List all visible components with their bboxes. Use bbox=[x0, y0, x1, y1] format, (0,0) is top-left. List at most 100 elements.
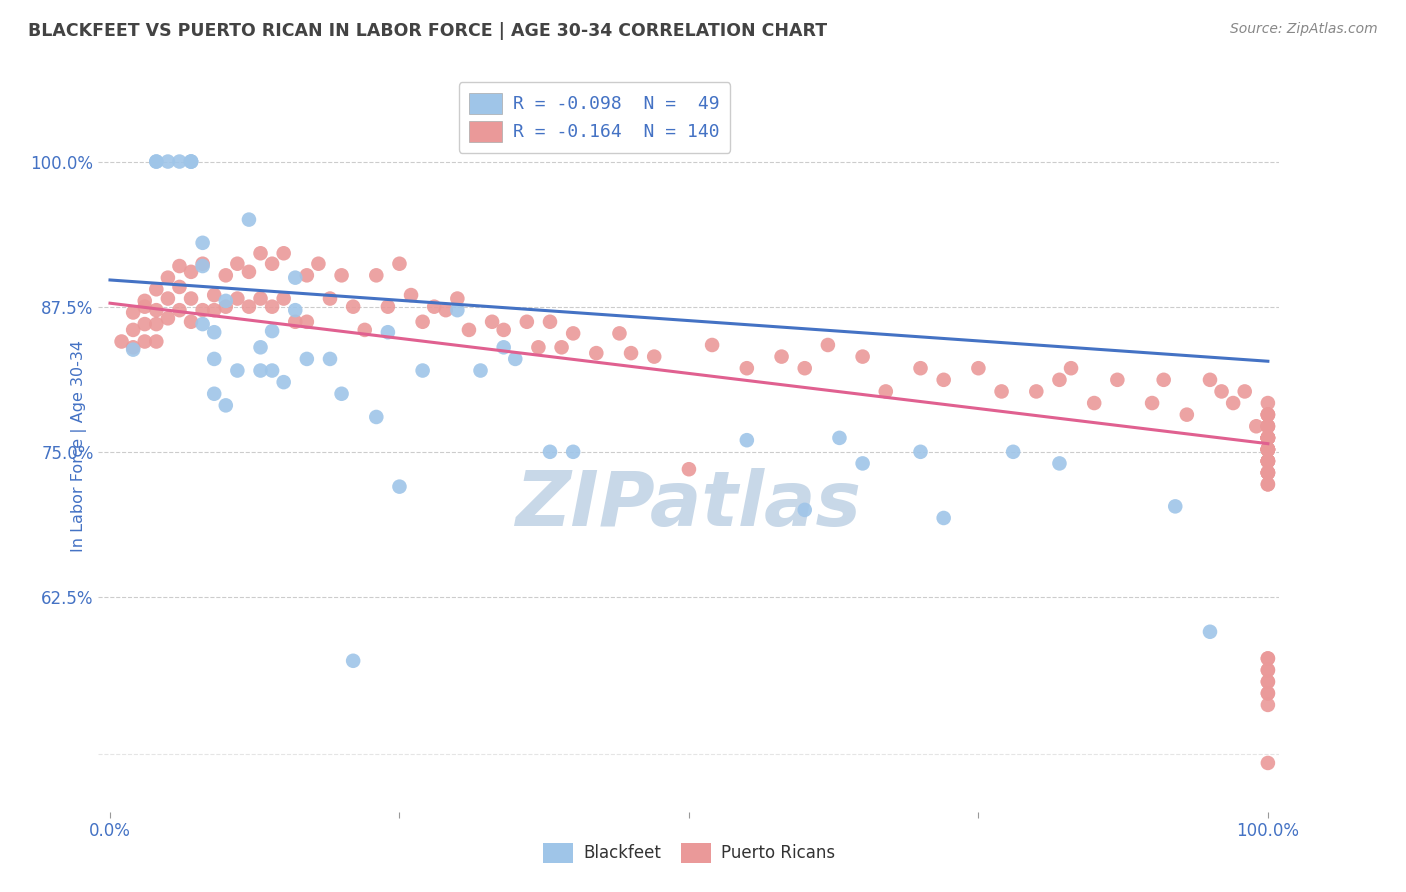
Point bbox=[273, 375, 295, 389]
Point bbox=[156, 154, 179, 169]
Point bbox=[852, 350, 875, 364]
Point bbox=[828, 431, 851, 445]
Point bbox=[1257, 442, 1279, 457]
Point bbox=[110, 334, 132, 349]
Point bbox=[156, 270, 179, 285]
Y-axis label: In Labor Force | Age 30-34: In Labor Force | Age 30-34 bbox=[72, 340, 87, 552]
Point bbox=[202, 325, 225, 339]
Point bbox=[1257, 698, 1279, 712]
Point bbox=[1222, 396, 1244, 410]
Point bbox=[1257, 454, 1279, 468]
Point bbox=[1199, 373, 1222, 387]
Point bbox=[319, 292, 342, 306]
Point bbox=[180, 154, 202, 169]
Point bbox=[1257, 442, 1279, 457]
Text: ZIPatlas: ZIPatlas bbox=[516, 467, 862, 541]
Point bbox=[122, 323, 145, 337]
Point bbox=[538, 445, 561, 459]
Point bbox=[1257, 466, 1279, 480]
Point bbox=[180, 154, 202, 169]
Point bbox=[342, 654, 364, 668]
Point bbox=[1257, 431, 1279, 445]
Point bbox=[202, 288, 225, 302]
Point bbox=[1257, 454, 1279, 468]
Point bbox=[1083, 396, 1105, 410]
Point bbox=[388, 257, 411, 271]
Point bbox=[1257, 442, 1279, 457]
Point bbox=[1257, 686, 1279, 700]
Point bbox=[353, 323, 375, 337]
Point bbox=[1257, 431, 1279, 445]
Point bbox=[1257, 477, 1279, 491]
Point bbox=[180, 292, 202, 306]
Point bbox=[377, 300, 399, 314]
Point bbox=[423, 300, 446, 314]
Point bbox=[562, 445, 585, 459]
Point bbox=[1140, 396, 1163, 410]
Point bbox=[1257, 477, 1279, 491]
Point bbox=[1175, 408, 1198, 422]
Point bbox=[156, 311, 179, 326]
Point bbox=[249, 340, 271, 354]
Point bbox=[1257, 419, 1279, 434]
Point bbox=[1257, 686, 1279, 700]
Legend: Blackfeet, Puerto Ricans: Blackfeet, Puerto Ricans bbox=[536, 837, 842, 869]
Point bbox=[169, 280, 191, 294]
Point bbox=[284, 303, 307, 318]
Point bbox=[550, 340, 572, 354]
Point bbox=[1257, 442, 1279, 457]
Point bbox=[215, 268, 238, 283]
Point bbox=[145, 317, 167, 331]
Point bbox=[319, 351, 342, 366]
Point bbox=[169, 303, 191, 318]
Point bbox=[458, 323, 481, 337]
Point bbox=[1257, 408, 1279, 422]
Point bbox=[1060, 361, 1083, 376]
Point bbox=[295, 268, 318, 283]
Point bbox=[1257, 454, 1279, 468]
Point bbox=[1257, 431, 1279, 445]
Point bbox=[330, 268, 353, 283]
Point bbox=[191, 259, 214, 273]
Point bbox=[1049, 457, 1071, 471]
Point bbox=[1257, 431, 1279, 445]
Point bbox=[1257, 454, 1279, 468]
Point bbox=[307, 257, 329, 271]
Point bbox=[446, 292, 468, 306]
Point bbox=[1257, 442, 1279, 457]
Point bbox=[262, 300, 284, 314]
Point bbox=[169, 154, 191, 169]
Point bbox=[1257, 466, 1279, 480]
Point bbox=[156, 292, 179, 306]
Point bbox=[412, 363, 434, 377]
Point bbox=[1257, 431, 1279, 445]
Point bbox=[1257, 431, 1279, 445]
Point bbox=[793, 503, 815, 517]
Point bbox=[215, 293, 238, 308]
Point bbox=[238, 300, 260, 314]
Point bbox=[145, 334, 167, 349]
Point bbox=[1049, 373, 1071, 387]
Point bbox=[1257, 442, 1279, 457]
Point bbox=[284, 315, 307, 329]
Point bbox=[1257, 466, 1279, 480]
Point bbox=[399, 288, 422, 302]
Point bbox=[134, 317, 156, 331]
Point bbox=[1211, 384, 1233, 399]
Point bbox=[1257, 454, 1279, 468]
Point bbox=[1153, 373, 1175, 387]
Point bbox=[1257, 442, 1279, 457]
Point bbox=[967, 361, 990, 376]
Point bbox=[678, 462, 700, 476]
Point bbox=[145, 154, 167, 169]
Point bbox=[1257, 454, 1279, 468]
Point bbox=[262, 324, 284, 338]
Point bbox=[1257, 431, 1279, 445]
Point bbox=[932, 373, 955, 387]
Point bbox=[875, 384, 897, 399]
Point bbox=[1257, 756, 1279, 770]
Text: Source: ZipAtlas.com: Source: ZipAtlas.com bbox=[1230, 22, 1378, 37]
Point bbox=[1257, 442, 1279, 457]
Point bbox=[191, 257, 214, 271]
Point bbox=[503, 351, 526, 366]
